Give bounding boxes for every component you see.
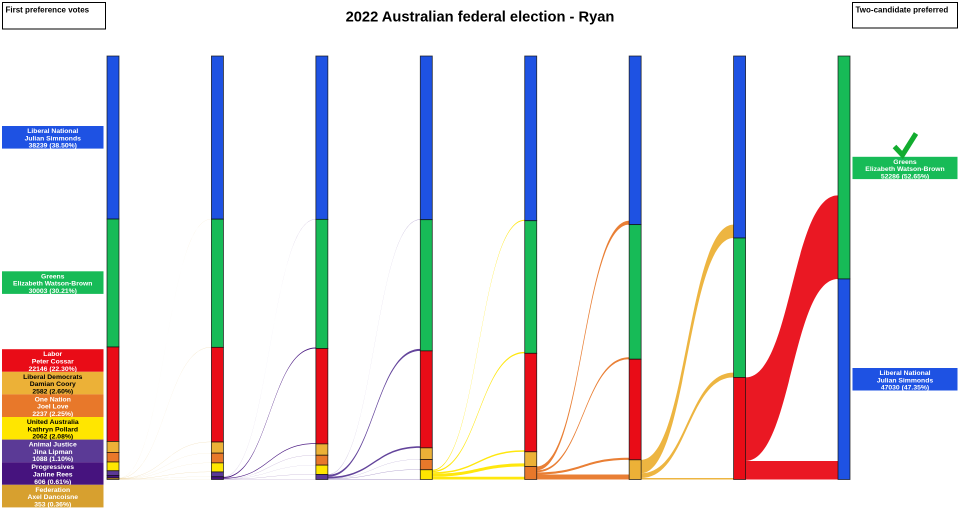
svg-text:Two-candidate preferred: Two-candidate preferred	[856, 6, 949, 15]
svg-text:2022 Australian federal electi: 2022 Australian federal election - Ryan	[346, 10, 615, 26]
svg-text:First preference votes: First preference votes	[6, 6, 90, 15]
